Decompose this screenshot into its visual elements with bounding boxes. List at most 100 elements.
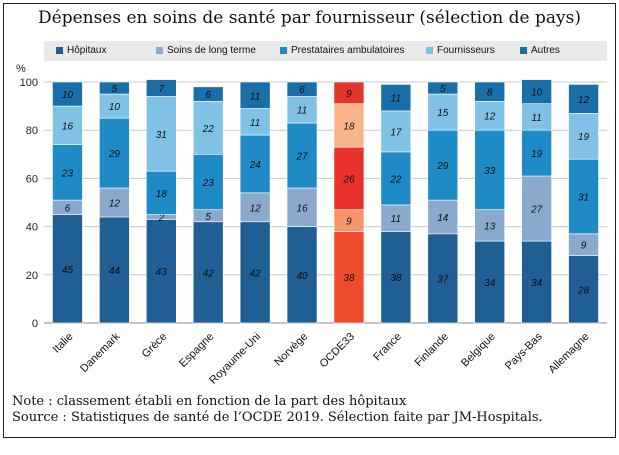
legend-swatch-long-terme: [156, 47, 163, 54]
data-label: 5: [112, 84, 118, 95]
data-label: 43: [156, 267, 168, 278]
legend: Hôpitaux Soins de long terme Prestataire…: [44, 41, 607, 61]
bar-segment: [192, 154, 224, 211]
data-label: 24: [249, 160, 262, 171]
bar-segment: [239, 134, 271, 194]
data-label: 6: [299, 85, 305, 96]
legend-label-autres: Autres: [531, 45, 560, 56]
source-line: Source : Statistiques de santé de l’OCDE…: [12, 410, 543, 425]
data-label: 42: [203, 268, 215, 279]
data-label: 45: [62, 265, 74, 276]
legend-swatch-ambulatoires: [280, 47, 287, 54]
x-tick-label: France: [371, 331, 404, 364]
bar-segment: [474, 209, 506, 242]
data-label: 9: [581, 241, 587, 252]
data-label: 29: [436, 161, 449, 172]
legend-item-fournisseurs: Fournisseurs: [426, 45, 495, 56]
x-tick-label: Allemagne: [546, 331, 591, 376]
y-tick-label: 100: [20, 77, 38, 89]
data-label: 23: [61, 168, 74, 179]
bar-segment: [192, 86, 224, 102]
data-label: 28: [577, 285, 590, 296]
data-label: 18: [343, 121, 355, 132]
y-tick-label: 60: [26, 173, 38, 185]
x-tick-label: Norvège: [272, 331, 310, 369]
data-label: 29: [108, 149, 121, 160]
data-label: 6: [65, 203, 71, 214]
y-tick-label: 20: [26, 270, 38, 282]
data-label: 8: [487, 88, 493, 99]
data-label: 16: [62, 121, 74, 132]
y-tick-label: 80: [26, 125, 38, 137]
bar-segment: [568, 255, 599, 324]
bar-segment: [286, 96, 318, 124]
legend-label-fournisseurs: Fournisseurs: [437, 45, 495, 56]
notes: Note : classement établi en fonction de …: [12, 394, 543, 426]
legend-swatch-hopitaux: [56, 47, 63, 54]
bar-segment: [521, 103, 552, 131]
data-label: 42: [250, 268, 262, 279]
bar-segment: [380, 231, 412, 324]
data-label: 17: [390, 127, 402, 138]
data-label: 7: [159, 84, 165, 95]
data-label: 22: [202, 124, 215, 135]
bar-segment: [521, 175, 552, 242]
bar-segment: [99, 216, 130, 324]
bar-segment: [474, 81, 506, 102]
data-label: 19: [531, 149, 543, 160]
bar-segment: [192, 221, 224, 324]
data-label: 23: [202, 178, 215, 189]
legend-label-long-terme: Soins de long terme: [167, 45, 256, 56]
data-label: 27: [530, 205, 543, 216]
bar-segment: [286, 122, 318, 189]
y-tick-label: 0: [32, 318, 38, 330]
x-tick-label: Danemark: [78, 330, 123, 375]
bar-segment: [99, 117, 130, 189]
data-label: 34: [484, 278, 496, 289]
bar-segment: [568, 84, 599, 114]
data-label: 44: [109, 266, 121, 277]
data-label: 9: [346, 217, 352, 228]
data-label: 12: [578, 95, 590, 106]
data-label: 18: [156, 189, 168, 200]
x-tick-label: Belgique: [459, 331, 498, 370]
legend-swatch-autres: [520, 47, 527, 54]
bar-segment: [52, 105, 83, 145]
bar-segment: [521, 129, 552, 177]
data-label: 10: [109, 102, 121, 113]
data-label: 11: [391, 94, 401, 105]
bar-segment: [145, 79, 177, 97]
y-tick-label: 40: [26, 222, 38, 234]
bar-segment: [99, 187, 130, 218]
data-label: 11: [250, 91, 260, 102]
chart-title: Dépenses en soins de santé par fournisse…: [38, 8, 581, 28]
bar-segment: [333, 81, 365, 104]
bar-segment: [145, 170, 177, 215]
data-label: 22: [389, 174, 402, 185]
data-label: 11: [297, 106, 307, 117]
data-label: 12: [484, 112, 496, 123]
data-label: 33: [484, 166, 496, 177]
data-label: 12: [250, 203, 262, 214]
data-label: 38: [390, 273, 402, 284]
legend-item-autres: Autres: [520, 45, 560, 56]
bar-segment: [52, 214, 83, 324]
data-label: 34: [531, 278, 543, 289]
note-line: Note : classement établi en fonction de …: [12, 394, 407, 409]
legend-item-long-terme: Soins de long terme: [156, 45, 256, 56]
data-label: 13: [484, 221, 496, 232]
data-label: 38: [343, 273, 355, 284]
x-tick-label: Italie: [51, 331, 76, 356]
data-label: 15: [437, 108, 449, 119]
bar-segment: [145, 96, 177, 172]
data-label: 9: [346, 89, 352, 100]
data-label: 11: [531, 113, 541, 124]
data-label: 31: [156, 130, 167, 141]
bar-segment: [427, 81, 459, 95]
bar-segment: [521, 79, 552, 104]
data-label: 19: [578, 132, 590, 143]
data-label: 26: [342, 174, 355, 185]
data-label: 14: [437, 213, 449, 224]
bar-segment: [239, 81, 271, 109]
data-label: 5: [440, 84, 446, 95]
